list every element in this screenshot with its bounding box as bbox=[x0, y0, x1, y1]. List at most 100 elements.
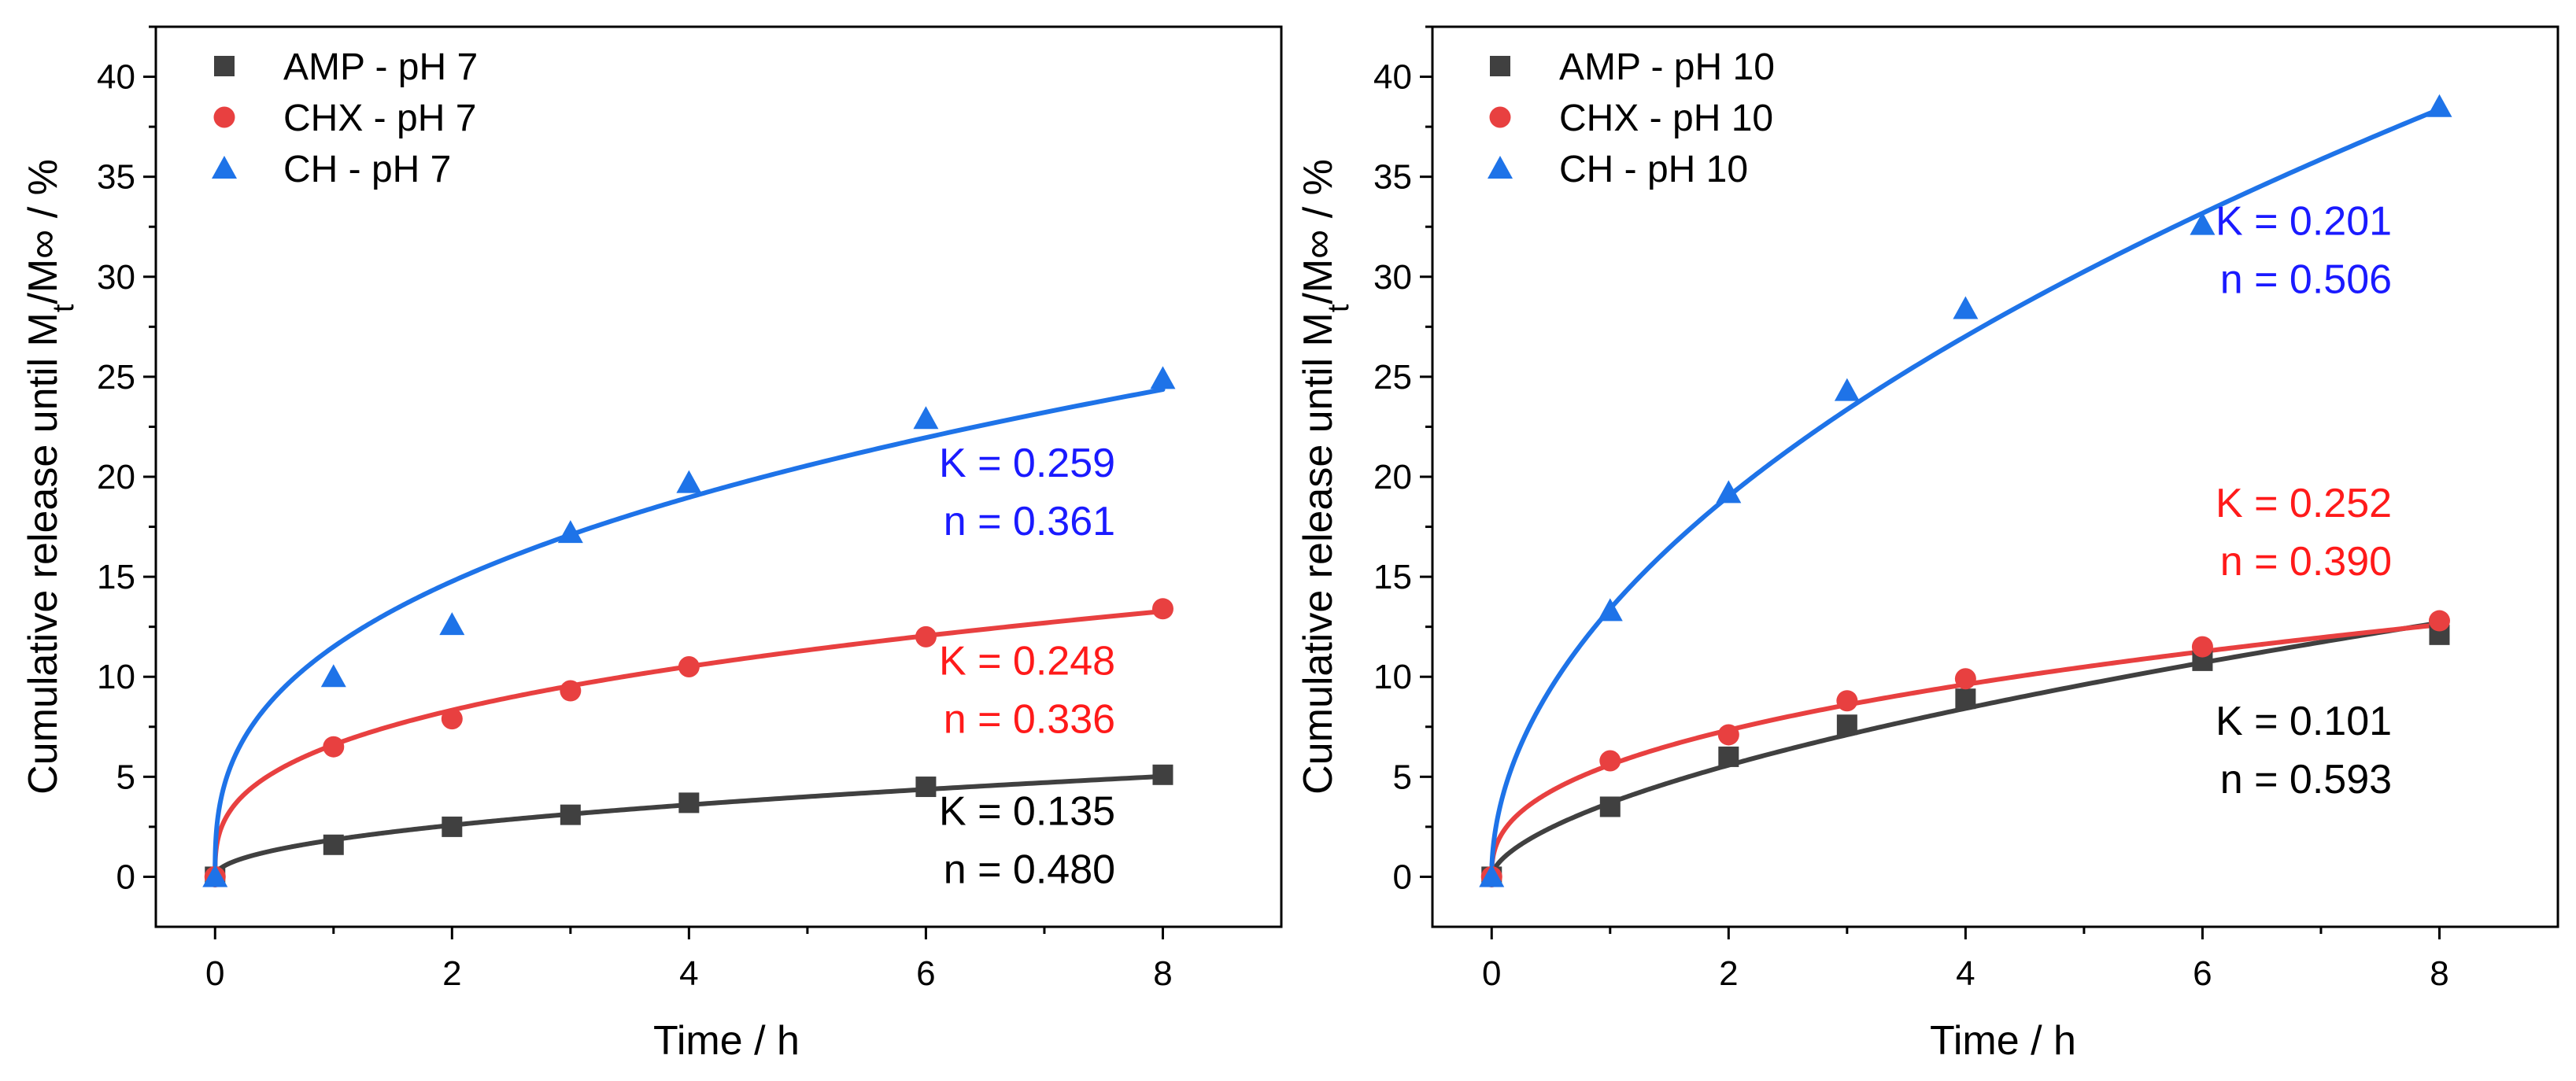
y-tick-label: 40 bbox=[1373, 58, 1412, 97]
fit-annotation: K = 0.248 bbox=[939, 639, 1115, 684]
data-point bbox=[1152, 764, 1173, 785]
data-point bbox=[557, 520, 583, 544]
fit-annotation: n = 0.593 bbox=[2220, 757, 2392, 802]
y-tick-label: 30 bbox=[97, 258, 135, 297]
fit-annotation: K = 0.101 bbox=[2216, 699, 2392, 744]
legend-label: CHX - pH 10 bbox=[1559, 98, 1773, 139]
x-tick-label: 8 bbox=[2430, 954, 2448, 993]
data-point bbox=[1150, 366, 1176, 389]
fit-curve bbox=[213, 609, 1166, 880]
fit-curve bbox=[1489, 106, 2442, 880]
data-point bbox=[1836, 690, 1858, 712]
y-tick-label: 40 bbox=[97, 58, 135, 97]
y-tick-label: 15 bbox=[97, 558, 135, 596]
legend-marker bbox=[1488, 156, 1513, 179]
y-tick-label: 25 bbox=[1373, 358, 1412, 397]
fit-annotation: n = 0.480 bbox=[944, 847, 1115, 892]
data-point bbox=[1479, 864, 1505, 887]
data-point bbox=[676, 470, 702, 493]
legend-marker bbox=[1490, 56, 1510, 76]
data-point bbox=[442, 816, 463, 837]
fit-curve bbox=[213, 773, 1166, 880]
data-point bbox=[1836, 714, 1857, 736]
data-point bbox=[560, 804, 581, 825]
y-tick-label: 5 bbox=[1393, 758, 1412, 796]
fit-annotation: K = 0.252 bbox=[2216, 481, 2392, 526]
data-point bbox=[441, 708, 463, 730]
fit-annotation: n = 0.506 bbox=[2220, 256, 2392, 302]
fit-curve bbox=[213, 387, 1166, 880]
y-tick-label: 20 bbox=[97, 458, 135, 496]
fit-curve bbox=[1489, 622, 2442, 880]
data-point bbox=[1953, 296, 1979, 319]
y-tick-label: 10 bbox=[97, 658, 135, 696]
data-point bbox=[1599, 750, 1621, 772]
legend-label: CH - pH 7 bbox=[283, 149, 451, 190]
x-tick-label: 6 bbox=[916, 954, 935, 993]
data-point bbox=[913, 406, 939, 430]
data-point bbox=[678, 656, 700, 678]
y-tick-label: 35 bbox=[1373, 158, 1412, 197]
chart-right-ph10: 0 2 4 6 8 0 5 10 15 20 25 30 35 40 Time / h Cumulative … bbox=[1295, 25, 2559, 1064]
legend-label: CHX - pH 7 bbox=[283, 98, 476, 139]
legend-label: AMP - pH 10 bbox=[1559, 46, 1775, 88]
data-point bbox=[323, 736, 345, 758]
chart-left-ph7: 0 2 4 6 8 0 5 10 15 20 25 30 35 40 Time / h Cumulative … bbox=[20, 25, 1283, 1064]
y-tick-label: 35 bbox=[97, 158, 135, 197]
data-point bbox=[2191, 636, 2213, 658]
fit-curve bbox=[1489, 620, 2442, 880]
y-axis-title: Cumulative release until Mt/M∞ / % bbox=[20, 159, 80, 795]
x-tick-label: 0 bbox=[205, 954, 224, 993]
fit-annotation: K = 0.201 bbox=[2216, 198, 2392, 244]
x-tick-label: 8 bbox=[1153, 954, 1172, 993]
x-tick-label: 2 bbox=[442, 954, 461, 993]
fit-annotation: n = 0.390 bbox=[2220, 539, 2392, 585]
data-point bbox=[1597, 598, 1623, 622]
data-point bbox=[678, 792, 700, 814]
fit-annotation: K = 0.135 bbox=[939, 788, 1115, 834]
data-point bbox=[1151, 598, 1173, 620]
data-point bbox=[915, 777, 937, 798]
y-tick-label: 0 bbox=[116, 858, 135, 896]
fit-annotation: K = 0.259 bbox=[939, 441, 1115, 486]
x-tick-label: 2 bbox=[1719, 954, 1738, 993]
data-point bbox=[323, 834, 344, 855]
x-tick-label: 4 bbox=[679, 954, 698, 993]
legend-marker bbox=[1489, 106, 1511, 128]
x-axis-title: Time / h bbox=[1930, 1018, 2076, 1064]
data-point bbox=[2190, 212, 2216, 235]
legend-marker bbox=[212, 156, 237, 179]
data-point bbox=[1716, 480, 1742, 504]
x-axis-title: Time / h bbox=[653, 1018, 800, 1064]
data-point bbox=[1955, 688, 1976, 710]
data-point bbox=[2426, 94, 2452, 117]
data-point bbox=[320, 664, 346, 688]
data-point bbox=[1834, 378, 1860, 401]
y-tick-label: 5 bbox=[116, 758, 135, 796]
data-point bbox=[1718, 746, 1739, 767]
y-tick-label: 25 bbox=[97, 358, 135, 397]
data-point bbox=[560, 680, 582, 702]
data-point bbox=[202, 864, 228, 887]
legend-marker bbox=[214, 56, 235, 76]
x-tick-label: 4 bbox=[1956, 954, 1975, 993]
x-tick-label: 0 bbox=[1482, 954, 1501, 993]
y-tick-label: 15 bbox=[1373, 558, 1412, 596]
y-axis-title: Cumulative release until Mt/M∞ / % bbox=[1295, 159, 1355, 795]
data-point bbox=[1954, 668, 1976, 690]
data-point bbox=[1717, 724, 1739, 746]
legend-marker bbox=[213, 106, 235, 128]
data-point bbox=[1599, 796, 1621, 817]
fit-annotation: n = 0.361 bbox=[944, 499, 1115, 544]
data-point bbox=[439, 612, 465, 636]
y-tick-label: 0 bbox=[1393, 858, 1412, 896]
fit-annotation: n = 0.336 bbox=[944, 697, 1115, 743]
y-tick-label: 10 bbox=[1373, 658, 1412, 696]
data-point bbox=[915, 625, 937, 647]
data-point bbox=[2428, 610, 2450, 632]
legend-label: CH - pH 10 bbox=[1559, 149, 1748, 190]
x-tick-label: 6 bbox=[2193, 954, 2212, 993]
legend-label: AMP - pH 7 bbox=[283, 46, 478, 88]
y-tick-label: 30 bbox=[1373, 258, 1412, 297]
